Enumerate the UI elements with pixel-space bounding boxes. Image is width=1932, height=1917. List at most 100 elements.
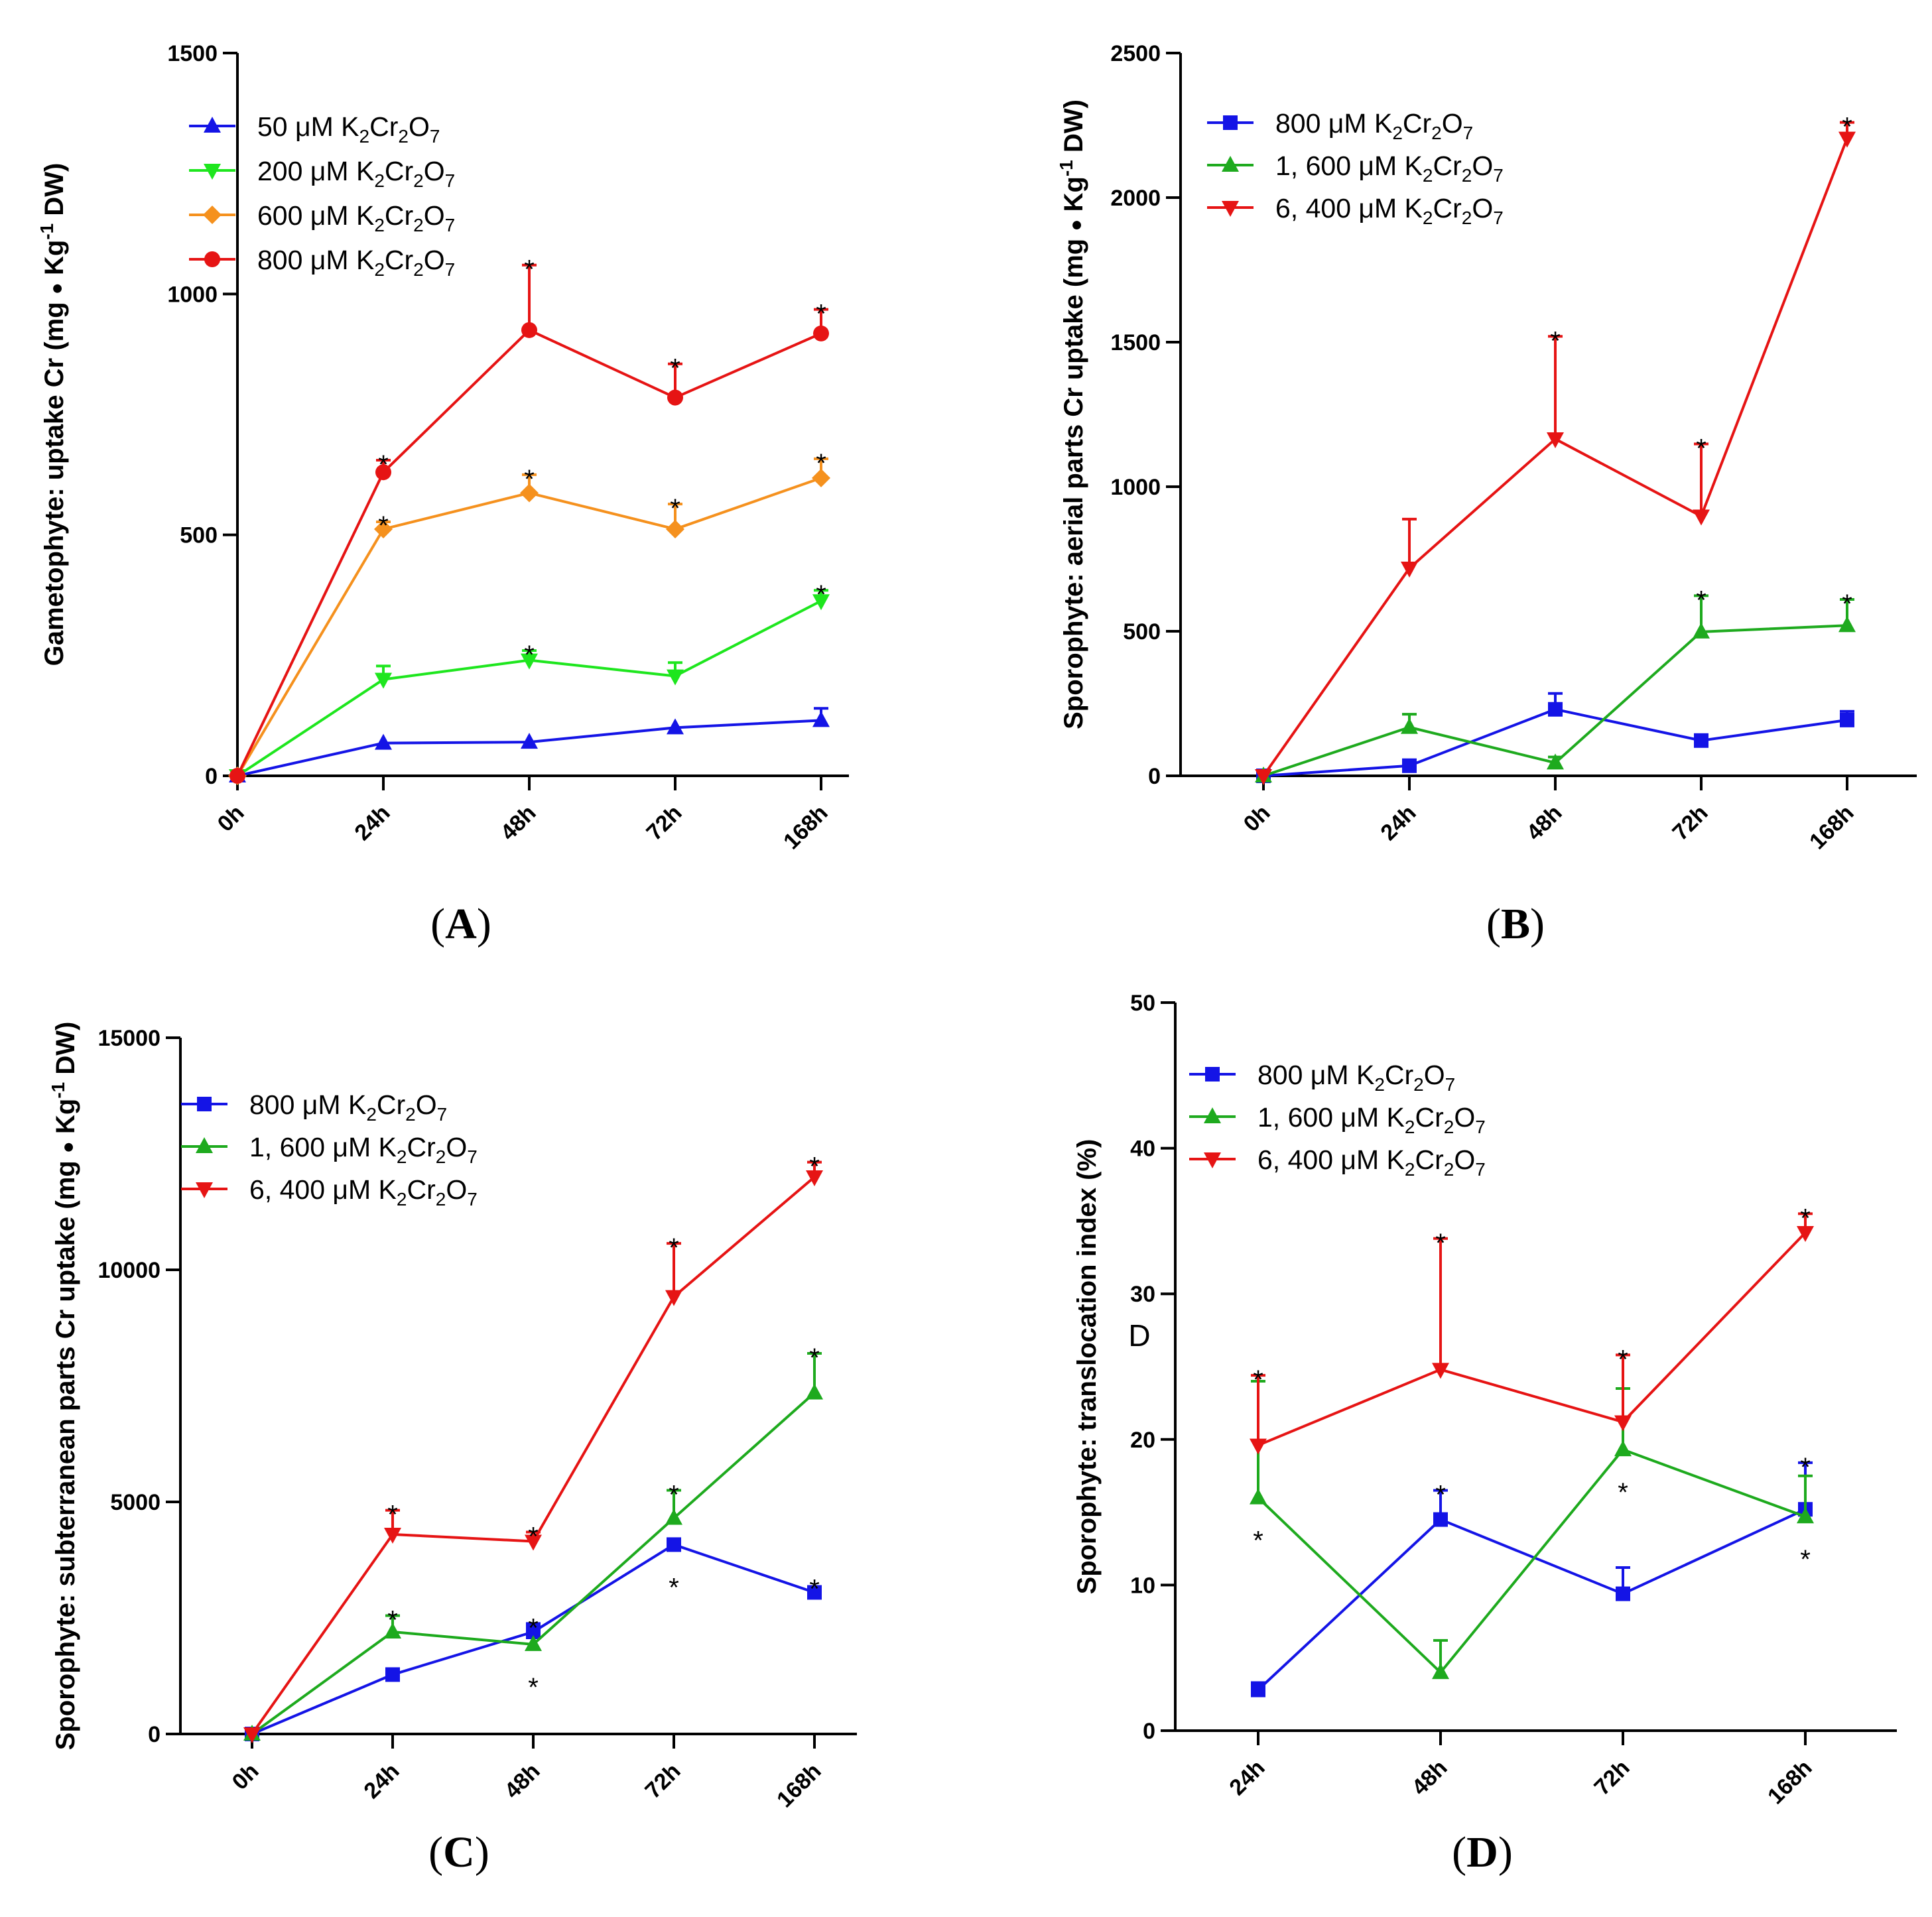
- data-point: [521, 322, 537, 338]
- x-tick-label: 168h: [772, 1759, 826, 1813]
- stray-panel-letter: D: [1128, 1318, 1150, 1353]
- legend-label: 800 μM K2Cr2O7: [249, 1089, 447, 1125]
- panel-label: (B): [1486, 900, 1545, 948]
- panel-a-chart: 0 500 1000 1500 0h 24h 48h 72h 168h Gametophyte: …: [36, 41, 849, 948]
- data-point: [667, 718, 684, 735]
- legend-marker: [204, 117, 221, 133]
- legend-entry: 600 μM K2Cr2O7: [189, 200, 455, 235]
- legend-entry: 800 μM K2Cr2O7: [189, 245, 455, 280]
- series-line: [1257, 1508, 1806, 1691]
- panel-label: (C): [428, 1828, 489, 1877]
- data-point: [229, 768, 245, 784]
- significance-star: *: [1842, 589, 1852, 619]
- data-point: [1838, 616, 1856, 633]
- significance-star: *: [387, 1501, 398, 1530]
- x-tick-label: 0h: [213, 800, 249, 837]
- y-tick-label: 5000: [110, 1490, 161, 1515]
- y-tick-label: 500: [1123, 619, 1161, 645]
- series-4: * * * *: [229, 255, 829, 784]
- data-point: [1433, 1512, 1448, 1527]
- legend-marker: [1204, 1152, 1221, 1168]
- y-axis-title: Sporophyte: translocation index (%): [1072, 1139, 1102, 1595]
- data-point: [806, 1383, 823, 1400]
- series-1: [1256, 692, 1854, 783]
- y-axis-title: Gametophyte: uptake Cr (mg ● Kg-1 DW): [36, 163, 70, 666]
- significance-star: *: [1696, 434, 1707, 463]
- significance-star: *: [528, 1522, 539, 1552]
- legend-label: 6, 400 μM K2Cr2O7: [1257, 1144, 1486, 1180]
- x-tick-label: 48h: [495, 800, 541, 845]
- data-point: [521, 733, 538, 749]
- data-point: [666, 519, 684, 538]
- legend-entry: 800 μM K2Cr2O7: [181, 1089, 447, 1125]
- significance-star: *: [1800, 1545, 1811, 1574]
- legend-label: 1, 600 μM K2Cr2O7: [1275, 151, 1504, 186]
- significance-star: *: [1253, 1526, 1263, 1556]
- significance-star: *: [670, 354, 680, 383]
- legend-label: 200 μM K2Cr2O7: [257, 156, 455, 191]
- data-point: [1693, 622, 1710, 639]
- data-point: [667, 1537, 681, 1552]
- y-tick-label: 0: [1148, 764, 1161, 789]
- y-tick-label: 1000: [167, 282, 218, 307]
- significance-star: *: [809, 1343, 820, 1373]
- legend-marker: [1204, 1107, 1221, 1123]
- significance-star: *: [1800, 1204, 1811, 1233]
- significance-star: *: [670, 494, 680, 523]
- y-tick-label: 10: [1130, 1573, 1155, 1598]
- x-tick-label: 72h: [640, 1759, 685, 1804]
- data-point: [1432, 1363, 1449, 1379]
- panel-d-chart: 0 10 20 30 40 50 24h 48h 72h 168h Sporophyte: tran…: [1072, 991, 1897, 1877]
- series-2: **: [1255, 586, 1856, 782]
- data-point: [665, 1509, 682, 1525]
- legend-entry: 1, 600 μM K2Cr2O7: [1207, 151, 1504, 186]
- significance-star: *: [1435, 1481, 1446, 1510]
- x-tick-label: 168h: [779, 800, 833, 855]
- data-point: [243, 1727, 261, 1743]
- y-tick-label: 10000: [97, 1258, 161, 1283]
- significance-star: *: [816, 300, 826, 329]
- significance-star: *: [1253, 1365, 1263, 1394]
- significance-star: *: [1618, 1478, 1628, 1507]
- legend-entry: 200 μM K2Cr2O7: [189, 156, 455, 191]
- data-point: [520, 483, 539, 503]
- x-tick-label: 24h: [1224, 1755, 1269, 1800]
- legend-entry: 6, 400 μM K2Cr2O7: [181, 1174, 478, 1209]
- data-point: [525, 1635, 542, 1651]
- significance-star: *: [1696, 586, 1707, 615]
- legend-marker: [196, 1182, 213, 1198]
- series-line: [1257, 1231, 1807, 1447]
- legend-entry: 6, 400 μM K2Cr2O7: [1189, 1144, 1486, 1180]
- data-point: [667, 389, 683, 406]
- data-point: [521, 653, 538, 670]
- data-point: [526, 1625, 541, 1639]
- data-point: [374, 519, 393, 538]
- data-point: [812, 711, 830, 727]
- data-point: [384, 1623, 401, 1639]
- series-1: [229, 707, 830, 782]
- legend-marker: [203, 206, 222, 224]
- legend-label: 1, 600 μM K2Cr2O7: [249, 1132, 478, 1167]
- series-2: * * *: [1250, 1379, 1814, 1680]
- legend-marker: [1223, 115, 1238, 130]
- significance-star: *: [524, 465, 535, 494]
- y-tick-label: 2500: [1110, 41, 1161, 66]
- significance-star: *: [1550, 326, 1561, 355]
- legend-entry: 1, 600 μM K2Cr2O7: [1189, 1102, 1486, 1137]
- x-tick-label: 48h: [1407, 1755, 1452, 1800]
- series-line: [236, 477, 822, 777]
- legend-entry: 1, 600 μM K2Cr2O7: [181, 1132, 478, 1167]
- data-point: [1402, 758, 1417, 773]
- significance-star: *: [809, 1152, 820, 1182]
- data-point: [1694, 733, 1708, 748]
- data-point: [1693, 509, 1710, 526]
- x-tick-label: 168h: [1763, 1755, 1817, 1810]
- significance-star: *: [816, 580, 826, 609]
- x-tick-label: 24h: [359, 1759, 404, 1804]
- significance-star: *: [528, 1673, 539, 1702]
- x-tick-label: 72h: [641, 800, 686, 845]
- legend-label: 1, 600 μM K2Cr2O7: [1257, 1102, 1486, 1137]
- series-3: * * * *: [228, 449, 830, 785]
- significance-star: *: [378, 450, 389, 479]
- panel-label: (D): [1452, 1828, 1513, 1877]
